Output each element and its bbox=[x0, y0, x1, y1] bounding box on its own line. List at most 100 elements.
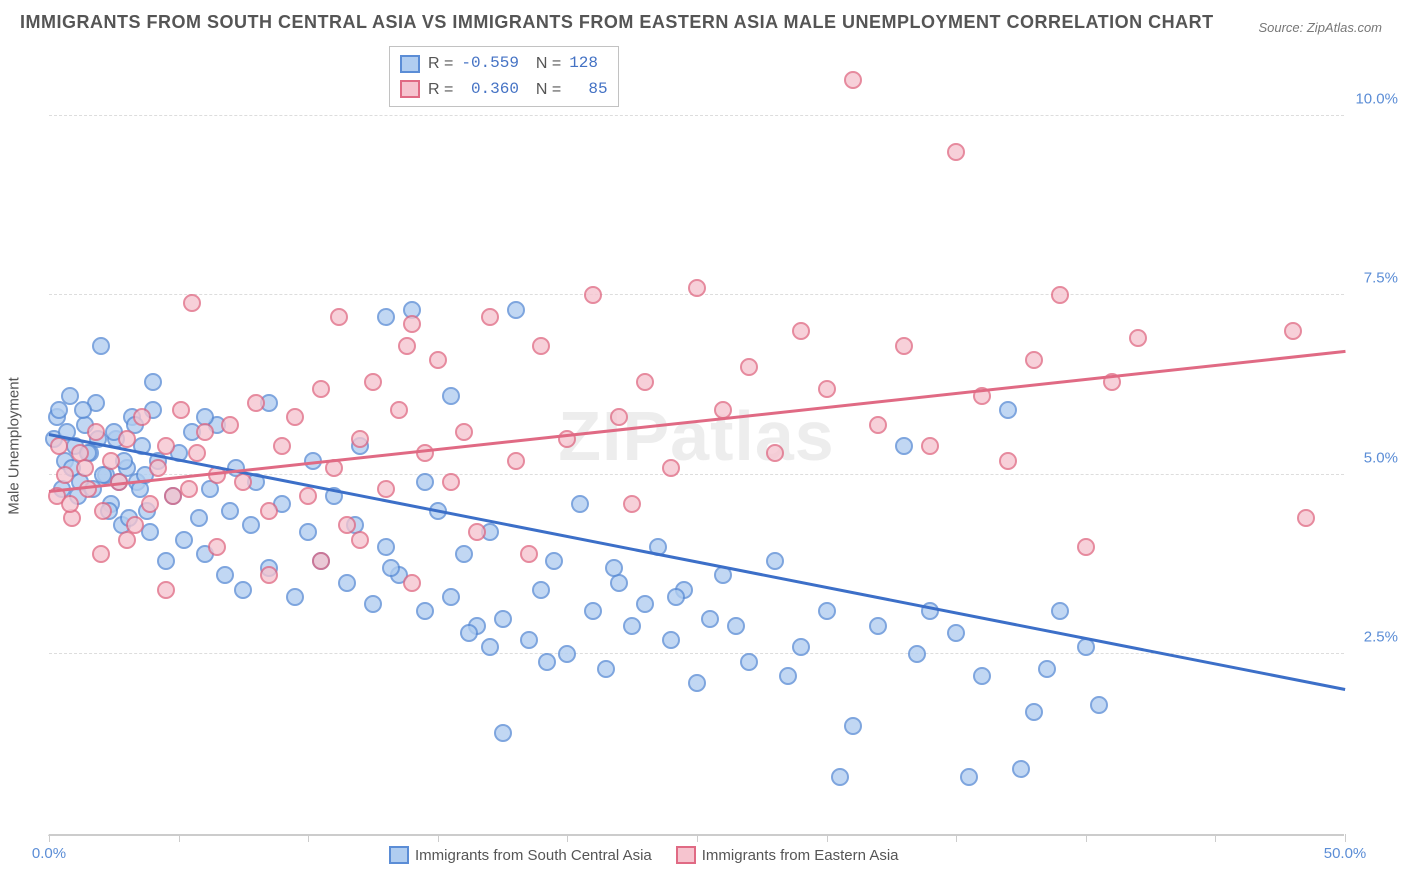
point-eastern-asia bbox=[208, 538, 226, 556]
point-south-central-asia bbox=[605, 559, 623, 577]
source-label: Source: ZipAtlas.com bbox=[1258, 20, 1382, 35]
point-south-central-asia bbox=[416, 473, 434, 491]
point-eastern-asia bbox=[468, 523, 486, 541]
trendline-eastern-asia bbox=[49, 350, 1345, 493]
point-eastern-asia bbox=[390, 401, 408, 419]
point-eastern-asia bbox=[455, 423, 473, 441]
n-value-2: 85 bbox=[569, 77, 607, 103]
point-south-central-asia bbox=[74, 401, 92, 419]
point-eastern-asia bbox=[118, 430, 136, 448]
point-eastern-asia bbox=[1129, 329, 1147, 347]
point-eastern-asia bbox=[299, 487, 317, 505]
point-eastern-asia bbox=[869, 416, 887, 434]
point-eastern-asia bbox=[94, 502, 112, 520]
point-eastern-asia bbox=[50, 437, 68, 455]
point-south-central-asia bbox=[364, 595, 382, 613]
point-south-central-asia bbox=[1012, 760, 1030, 778]
point-eastern-asia bbox=[76, 459, 94, 477]
ytick-label: 5.0% bbox=[1350, 449, 1398, 466]
point-eastern-asia bbox=[532, 337, 550, 355]
stats-row-series-1: R = -0.559 N = 128 bbox=[400, 51, 608, 77]
swatch-series-2 bbox=[400, 80, 420, 98]
point-eastern-asia bbox=[79, 480, 97, 498]
point-eastern-asia bbox=[1284, 322, 1302, 340]
point-south-central-asia bbox=[571, 495, 589, 513]
point-south-central-asia bbox=[667, 588, 685, 606]
point-eastern-asia bbox=[118, 531, 136, 549]
point-south-central-asia bbox=[1051, 602, 1069, 620]
point-eastern-asia bbox=[818, 380, 836, 398]
point-eastern-asia bbox=[1025, 351, 1043, 369]
point-south-central-asia bbox=[831, 768, 849, 786]
point-eastern-asia bbox=[260, 566, 278, 584]
point-eastern-asia bbox=[221, 416, 239, 434]
r-label: R = bbox=[428, 77, 453, 103]
point-eastern-asia bbox=[584, 286, 602, 304]
point-south-central-asia bbox=[623, 617, 641, 635]
point-eastern-asia bbox=[56, 466, 74, 484]
point-south-central-asia bbox=[221, 502, 239, 520]
point-south-central-asia bbox=[442, 588, 460, 606]
point-eastern-asia bbox=[273, 437, 291, 455]
y-axis-label: Male Unemployment bbox=[6, 377, 23, 515]
point-eastern-asia bbox=[157, 581, 175, 599]
legend-item-1: Immigrants from South Central Asia bbox=[389, 846, 652, 864]
point-eastern-asia bbox=[429, 351, 447, 369]
point-south-central-asia bbox=[973, 667, 991, 685]
point-south-central-asia bbox=[766, 552, 784, 570]
point-south-central-asia bbox=[1038, 660, 1056, 678]
point-south-central-asia bbox=[844, 717, 862, 735]
point-south-central-asia bbox=[532, 581, 550, 599]
point-south-central-asia bbox=[1025, 703, 1043, 721]
swatch-series-1 bbox=[400, 55, 420, 73]
plot-area: ZIPatlas R = -0.559 N = 128 R = 0.360 N … bbox=[48, 46, 1344, 836]
point-eastern-asia bbox=[364, 373, 382, 391]
point-south-central-asia bbox=[50, 401, 68, 419]
point-south-central-asia bbox=[869, 617, 887, 635]
point-south-central-asia bbox=[141, 523, 159, 541]
point-south-central-asia bbox=[895, 437, 913, 455]
point-eastern-asia bbox=[1297, 509, 1315, 527]
point-south-central-asia bbox=[662, 631, 680, 649]
legend-label-2: Immigrants from Eastern Asia bbox=[702, 847, 899, 864]
point-south-central-asia bbox=[818, 602, 836, 620]
point-south-central-asia bbox=[455, 545, 473, 563]
point-eastern-asia bbox=[196, 423, 214, 441]
point-eastern-asia bbox=[188, 444, 206, 462]
point-eastern-asia bbox=[180, 480, 198, 498]
point-south-central-asia bbox=[538, 653, 556, 671]
point-eastern-asia bbox=[610, 408, 628, 426]
watermark: ZIPatlas bbox=[558, 396, 834, 476]
point-eastern-asia bbox=[636, 373, 654, 391]
xtick bbox=[1086, 834, 1087, 842]
point-south-central-asia bbox=[545, 552, 563, 570]
ytick-label: 10.0% bbox=[1350, 90, 1398, 107]
point-south-central-asia bbox=[792, 638, 810, 656]
xtick bbox=[1345, 834, 1346, 842]
point-south-central-asia bbox=[688, 674, 706, 692]
xtick bbox=[1215, 834, 1216, 842]
point-south-central-asia bbox=[947, 624, 965, 642]
point-south-central-asia bbox=[494, 724, 512, 742]
point-eastern-asia bbox=[141, 495, 159, 513]
xtick bbox=[49, 834, 50, 842]
n-label: N = bbox=[527, 77, 561, 103]
point-eastern-asia bbox=[947, 143, 965, 161]
point-south-central-asia bbox=[442, 387, 460, 405]
bottom-legend: Immigrants from South Central Asia Immig… bbox=[389, 846, 899, 864]
point-south-central-asia bbox=[520, 631, 538, 649]
point-eastern-asia bbox=[999, 452, 1017, 470]
point-south-central-asia bbox=[597, 660, 615, 678]
point-eastern-asia bbox=[398, 337, 416, 355]
point-eastern-asia bbox=[61, 495, 79, 513]
point-eastern-asia bbox=[260, 502, 278, 520]
point-eastern-asia bbox=[133, 408, 151, 426]
point-eastern-asia bbox=[688, 279, 706, 297]
point-south-central-asia bbox=[377, 308, 395, 326]
point-eastern-asia bbox=[312, 380, 330, 398]
point-eastern-asia bbox=[507, 452, 525, 470]
point-south-central-asia bbox=[216, 566, 234, 584]
r-value-2: 0.360 bbox=[461, 77, 519, 103]
point-south-central-asia bbox=[190, 509, 208, 527]
r-value-1: -0.559 bbox=[461, 51, 519, 77]
